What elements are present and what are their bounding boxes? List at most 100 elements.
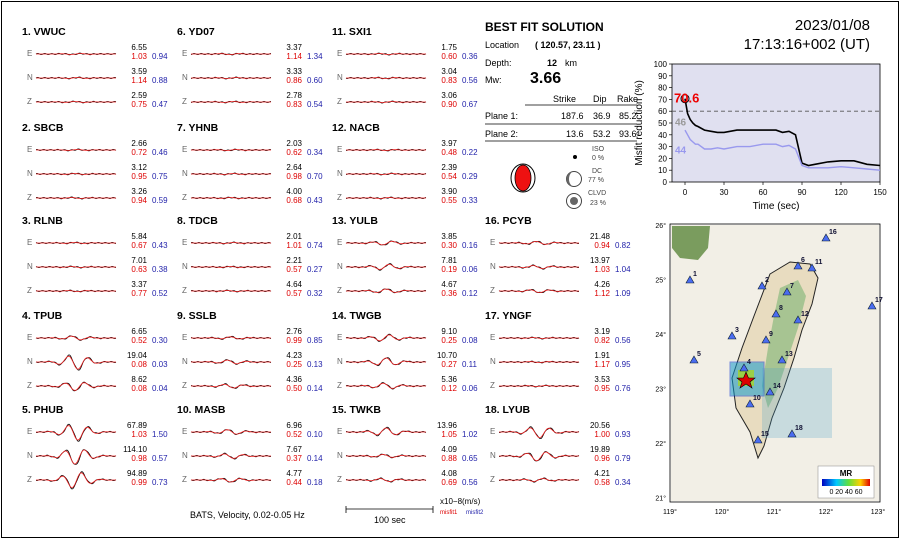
misfit2-value: 0.03 — [152, 360, 168, 369]
max-value-label: 70.6 — [674, 91, 699, 106]
misfit2-value: 0.47 — [152, 100, 168, 109]
misfit1-value: 0.98 — [286, 172, 302, 181]
component-label: N — [490, 451, 496, 460]
misfit1-value: 0.67 — [131, 241, 147, 250]
station-title: 12. NACB — [332, 122, 380, 134]
synthetic-waveform — [346, 334, 426, 342]
plane2-rake: 93.6 — [619, 129, 637, 139]
peak-amplitude: 4.26 — [594, 280, 610, 289]
component-label: E — [182, 145, 188, 154]
station-triangle-icon — [782, 287, 792, 296]
misfit2-value: 0.94 — [152, 52, 168, 61]
component-label: E — [27, 238, 33, 247]
waveform-trace — [35, 100, 117, 104]
component-label: Z — [337, 193, 342, 202]
synthetic-waveform — [36, 425, 116, 441]
plane1-label: Plane 1: — [485, 111, 519, 121]
station-title: 15. TWKB — [332, 404, 382, 416]
plane2-dip: 53.2 — [593, 129, 611, 139]
synthetic-waveform — [346, 53, 426, 55]
synthetic-waveform — [499, 337, 579, 339]
peak-amplitude: 7.67 — [286, 445, 302, 454]
synthetic-waveform — [191, 101, 271, 103]
station-triangle-icon — [777, 355, 787, 364]
misfit1-value: 0.72 — [131, 148, 147, 157]
component-label: E — [27, 49, 33, 58]
y-tick-label: 80 — [658, 84, 667, 93]
component-label: E — [27, 333, 33, 342]
component-label: N — [337, 357, 343, 366]
peak-amplitude: 3.37 — [131, 280, 147, 289]
waveform-trace — [35, 52, 117, 56]
misfit2-value: 1.02 — [462, 430, 478, 439]
component-label: E — [490, 427, 496, 436]
misfit2-value: 0.74 — [307, 241, 323, 250]
peak-amplitude: 2.76 — [286, 327, 302, 336]
misfit1-value: 0.83 — [286, 100, 302, 109]
misfit2-value: 0.11 — [462, 360, 477, 369]
misfit2-value: 0.79 — [615, 454, 631, 463]
component-label: Z — [490, 475, 495, 484]
misfit1-value: 0.95 — [131, 172, 147, 181]
origin-time: 2023/01/08 17:13:16+002 (UT) — [700, 16, 870, 54]
waveform-trace — [498, 426, 580, 439]
waveform-trace — [190, 100, 272, 104]
misfit1-value: 0.69 — [441, 478, 457, 487]
misfit2-value: 0.43 — [152, 241, 168, 250]
peak-amplitude: 4.00 — [286, 187, 302, 196]
synthetic-waveform — [346, 197, 426, 199]
synthetic-waveform — [36, 173, 116, 175]
colorbar-ticks: 0 20 40 60 — [829, 489, 862, 496]
misfit-series-line — [684, 129, 881, 171]
location-value: ( 120.57, 23.11 ) — [535, 40, 601, 50]
synthetic-waveform — [36, 149, 116, 151]
synthetic-waveform — [346, 240, 426, 246]
station-number-label: 13 — [785, 351, 793, 358]
amplitude-unit: x10−8(m/s) — [440, 497, 481, 506]
waveform-trace — [345, 453, 427, 459]
component-label: N — [337, 169, 343, 178]
waveform-trace — [190, 172, 272, 176]
peak-amplitude: 13.96 — [436, 421, 457, 430]
waveform-trace — [35, 76, 117, 80]
focal-mechanism-beachball — [510, 163, 536, 193]
observed-waveform — [35, 449, 117, 465]
misfit1-value: 0.99 — [286, 336, 302, 345]
header-rake: Rake — [617, 94, 639, 104]
terrain-shading — [762, 280, 806, 408]
misfit2-value: 0.54 — [307, 100, 323, 109]
peak-amplitude: 2.59 — [131, 91, 147, 100]
location-label: Location — [485, 40, 520, 50]
mainland-coast — [672, 226, 710, 260]
peak-amplitude: 4.08 — [441, 469, 457, 478]
station-number-label: 7 — [790, 283, 794, 290]
component-label: E — [182, 427, 188, 436]
misfit2-value: 0.14 — [307, 454, 323, 463]
misfit1-value: 1.14 — [131, 76, 147, 85]
misfit1-value: 0.57 — [286, 289, 302, 298]
peak-amplitude: 6.55 — [131, 43, 147, 52]
plane2-strike: 13.6 — [566, 129, 584, 139]
synthetic-waveform — [346, 263, 426, 270]
component-label: N — [27, 262, 33, 271]
waveform-trace — [345, 426, 427, 437]
peak-amplitude: 4.64 — [286, 280, 302, 289]
component-label: N — [182, 262, 188, 271]
map-axis-labels: 26° 25° 24° 23° 22° 21° 119° 120° 121° 122° 123° — [655, 222, 885, 516]
misfit2-value: 0.16 — [462, 241, 478, 250]
plot-area — [671, 63, 881, 183]
x-tick-label: 30 — [720, 188, 729, 197]
synthetic-waveform — [499, 289, 579, 293]
component-label: N — [27, 73, 33, 82]
station-triangle-icon — [771, 309, 781, 318]
iso-label: ISO — [592, 146, 605, 153]
waveform-trace — [35, 148, 117, 152]
peak-amplitude: 2.01 — [286, 232, 302, 241]
misfit1-value: 0.94 — [594, 241, 610, 250]
waveform-trace — [190, 359, 272, 365]
misfit1-value: 0.12 — [441, 384, 457, 393]
latitude-label: 25° — [655, 277, 666, 285]
component-label: N — [337, 451, 343, 460]
